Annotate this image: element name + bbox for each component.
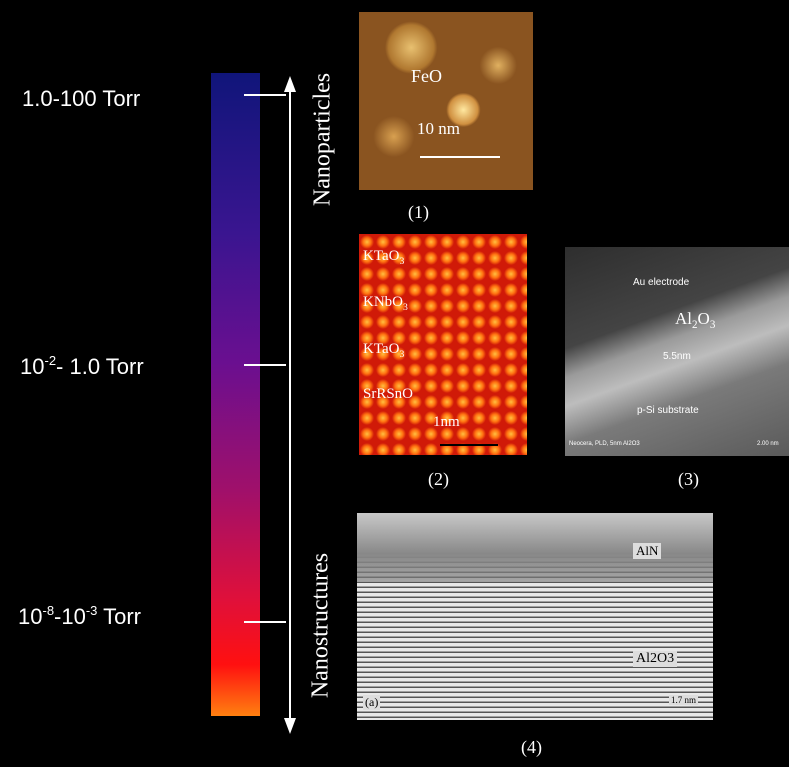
text-part: 2.00 nm [757,441,779,447]
image-text: 1.7 nm [669,695,698,705]
pressure-label: 10-8-10-3 Torr [18,604,141,630]
caption: (2) [428,469,449,490]
text-part: KTaO [363,248,399,264]
pressure-label: 10-2- 1.0 Torr [20,354,144,380]
caption: (3) [678,469,699,490]
image-text: Al2O3 [675,309,715,329]
image-text: AlN [633,543,661,559]
slide: 1.0-100 Torr 10-2- 1.0 Torr 10-8-10-3 To… [0,0,789,767]
image-text: Au electrode [633,277,689,288]
regime-label: Nanostructures [308,541,335,711]
tem-image: Au electrode Al2O3 5.5nm p-Si substrate … [565,247,789,456]
text-part: KTaO [363,341,399,357]
text-part: - 1.0 Torr [56,354,144,379]
text-part: FeO [411,66,442,86]
text-part: (a) [365,695,378,709]
image-text: 2.00 nm [757,441,779,447]
text-part: Au electrode [633,277,689,288]
scale-bar [440,444,498,446]
scale-bar [420,156,500,158]
image-text: SrRSnO [363,386,413,403]
image-text: Al2O3 [633,651,677,667]
subscript: 3 [403,302,408,313]
text-part: 1.0-100 Torr [22,86,140,111]
image-text: 10 nm [417,119,460,139]
arrow-head [284,718,296,734]
text-part: 10 nm [417,119,460,138]
image-text: KTaO3 [363,248,404,265]
text-part: p-Si substrate [637,405,699,416]
text-part: 10 [18,604,42,629]
image-text: Neocera, PLD, 5nm Al2O3 [569,441,640,447]
superscript: -3 [86,603,98,618]
image-text: p-Si substrate [637,405,699,416]
text-part: 1.7 nm [671,695,696,705]
text-part: Al [675,309,692,328]
hrtem-image: AlN Al2O3 (a) 1.7 nm [357,513,713,720]
image-text: 5.5nm [663,351,691,362]
image-text: (a) [363,695,380,710]
image-text: KNbO3 [363,294,408,311]
image-text: KTaO3 [363,341,404,358]
text-part: 5.5nm [663,351,691,362]
subscript: 3 [710,319,716,331]
superscript: -2 [44,353,56,368]
text-part: SrRSnO [363,386,413,402]
text-part: Torr [97,604,141,629]
subscript: 3 [399,349,404,360]
text-part: 10 [20,354,44,379]
text-part: KNbO [363,294,403,310]
stem-image: KTaO3 KNbO3 KTaO3 SrRSnO 1nm [359,234,527,455]
superscript: -8 [42,603,54,618]
pressure-label: 1.0-100 Torr [22,86,140,112]
text-part: Neocera, PLD, 5nm Al2O3 [569,441,640,447]
text-part: Al2O3 [636,651,674,666]
caption: (1) [408,202,429,223]
text-part: 1nm [433,414,460,430]
image-text: 1nm [433,414,460,431]
text-part: AlN [636,543,658,558]
regime-label: Nanoparticles [310,65,337,215]
image-text: FeO [411,66,442,87]
text-part: O [698,309,710,328]
subscript: 3 [399,256,404,267]
caption: (4) [521,737,542,758]
text-part: -10 [54,604,86,629]
arrow-head [284,76,296,92]
afm-image: FeO 10 nm [359,12,533,190]
